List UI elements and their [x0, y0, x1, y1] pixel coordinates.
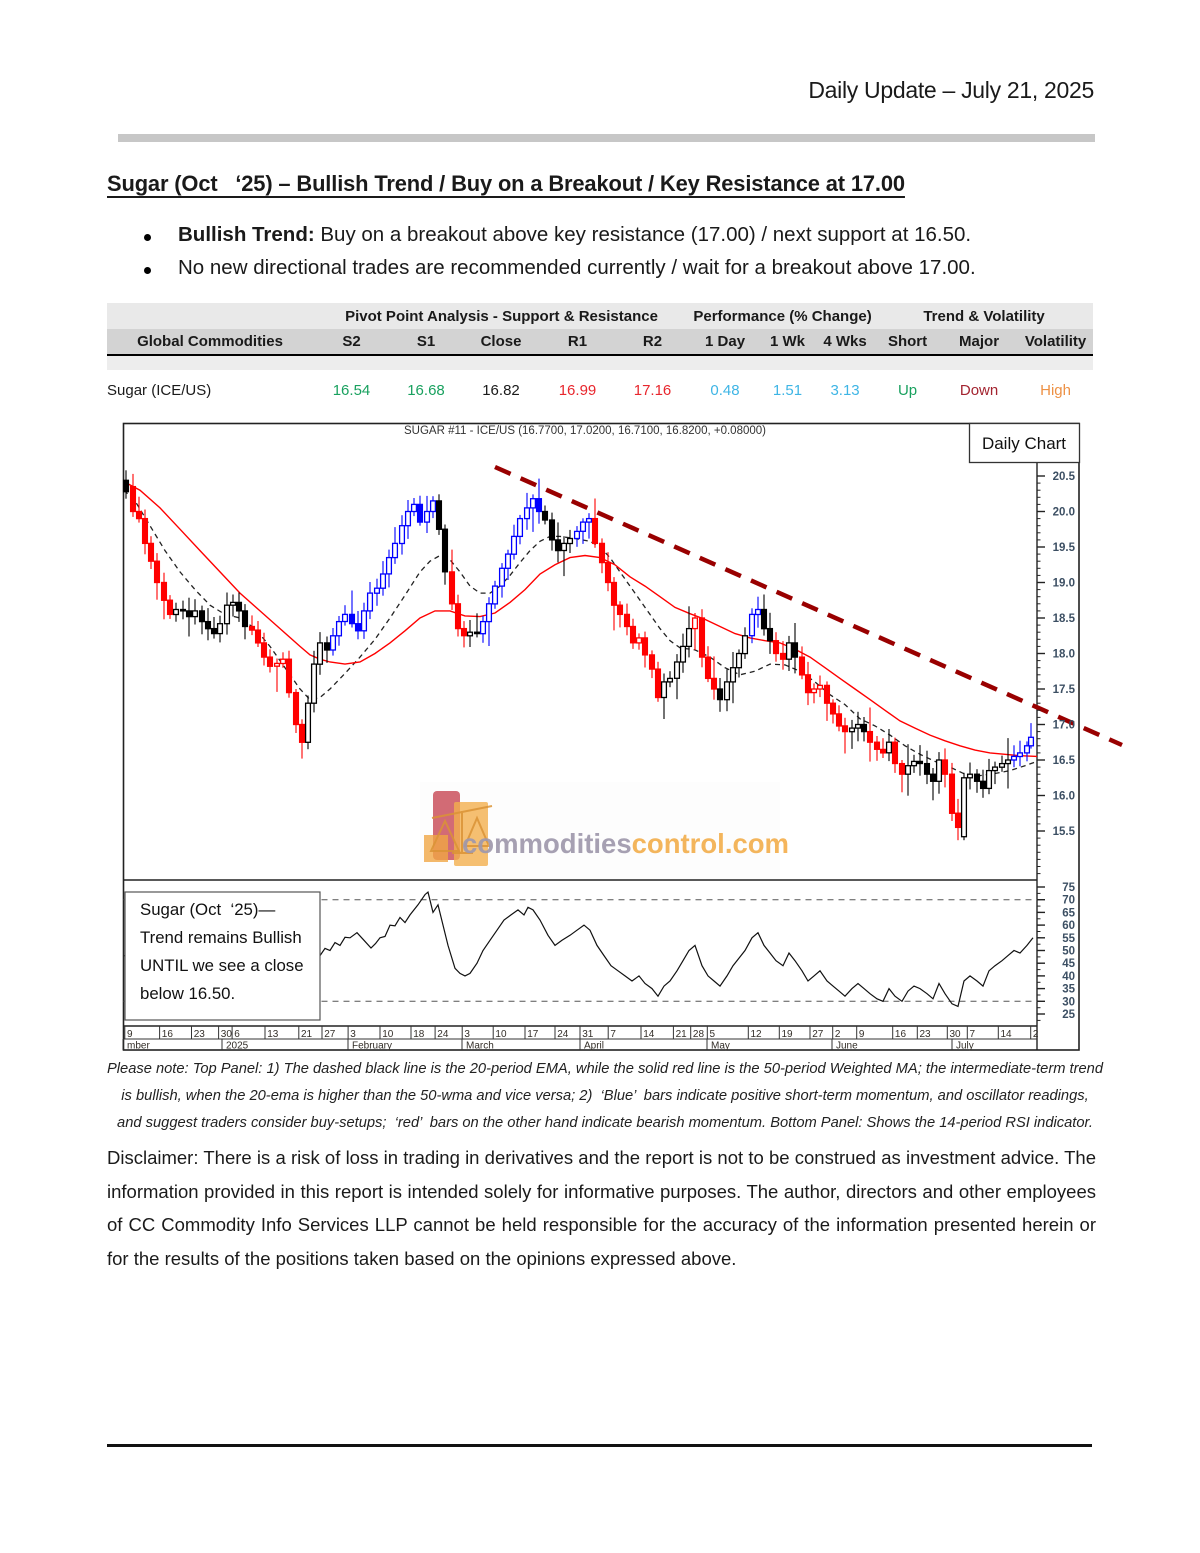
svg-text:7: 7 [970, 1029, 976, 1040]
svg-text:65: 65 [1062, 907, 1075, 919]
svg-text:14: 14 [1001, 1029, 1013, 1040]
svg-text:27: 27 [812, 1029, 824, 1040]
svg-text:30: 30 [1062, 996, 1075, 1008]
svg-text:31: 31 [582, 1029, 594, 1040]
svg-text:2: 2 [1033, 1029, 1039, 1040]
svg-text:mber: mber [127, 1041, 150, 1052]
svg-text:55: 55 [1062, 933, 1075, 945]
svg-text:45: 45 [1062, 958, 1075, 970]
svg-text:19: 19 [782, 1029, 794, 1040]
svg-text:13: 13 [267, 1029, 279, 1040]
svg-text:20.5: 20.5 [1053, 471, 1076, 483]
svg-text:July: July [956, 1041, 974, 1052]
svg-text:30: 30 [950, 1029, 962, 1040]
svg-text:18.5: 18.5 [1053, 613, 1076, 625]
svg-text:16: 16 [895, 1029, 907, 1040]
svg-text:18: 18 [413, 1029, 425, 1040]
svg-text:Daily Chart: Daily Chart [982, 434, 1066, 453]
svg-text:SUGAR #11 - ICE/US (16.7700, 1: SUGAR #11 - ICE/US (16.7700, 17.0200, 16… [404, 425, 766, 437]
svg-text:3: 3 [464, 1029, 470, 1040]
svg-text:April: April [584, 1041, 604, 1052]
svg-text:50: 50 [1062, 946, 1075, 958]
svg-text:19.5: 19.5 [1053, 542, 1076, 554]
svg-text:February: February [352, 1041, 392, 1052]
svg-text:3: 3 [350, 1029, 356, 1040]
svg-text:28: 28 [693, 1029, 705, 1040]
svg-text:20.0: 20.0 [1053, 507, 1075, 519]
svg-text:9: 9 [859, 1029, 865, 1040]
svg-text:17: 17 [527, 1029, 539, 1040]
svg-text:12: 12 [751, 1029, 763, 1040]
svg-text:25: 25 [1062, 1009, 1075, 1021]
svg-text:30: 30 [221, 1029, 233, 1040]
svg-text:March: March [466, 1041, 494, 1052]
svg-text:5: 5 [710, 1029, 716, 1040]
svg-text:2025: 2025 [226, 1041, 249, 1052]
svg-text:14: 14 [643, 1029, 655, 1040]
svg-text:75: 75 [1062, 882, 1075, 894]
svg-text:21: 21 [301, 1029, 313, 1040]
svg-text:21: 21 [676, 1029, 688, 1040]
svg-text:17.5: 17.5 [1053, 684, 1076, 696]
svg-text:40: 40 [1062, 971, 1075, 983]
svg-text:60: 60 [1062, 920, 1075, 932]
svg-text:6: 6 [234, 1029, 240, 1040]
svg-text:23: 23 [920, 1029, 932, 1040]
svg-text:16: 16 [162, 1029, 174, 1040]
svg-text:18.0: 18.0 [1053, 649, 1075, 661]
svg-text:June: June [836, 1041, 858, 1052]
svg-text:7: 7 [610, 1029, 616, 1040]
svg-text:16.0: 16.0 [1053, 791, 1075, 803]
svg-text:10: 10 [382, 1029, 394, 1040]
svg-text:2: 2 [835, 1029, 841, 1040]
svg-text:15.5: 15.5 [1053, 826, 1076, 838]
svg-text:9: 9 [127, 1029, 133, 1040]
svg-text:19.0: 19.0 [1053, 578, 1075, 590]
svg-text:70: 70 [1062, 895, 1075, 907]
svg-text:24: 24 [557, 1029, 569, 1040]
svg-text:24: 24 [437, 1029, 449, 1040]
svg-text:commoditiescontrol.com: commoditiescontrol.com [462, 828, 789, 859]
svg-text:35: 35 [1062, 984, 1075, 996]
svg-text:May: May [711, 1041, 730, 1052]
svg-text:27: 27 [324, 1029, 336, 1040]
svg-text:10: 10 [495, 1029, 507, 1040]
svg-text:16.5: 16.5 [1053, 755, 1076, 767]
svg-text:23: 23 [194, 1029, 206, 1040]
svg-text:17.0: 17.0 [1053, 720, 1075, 732]
